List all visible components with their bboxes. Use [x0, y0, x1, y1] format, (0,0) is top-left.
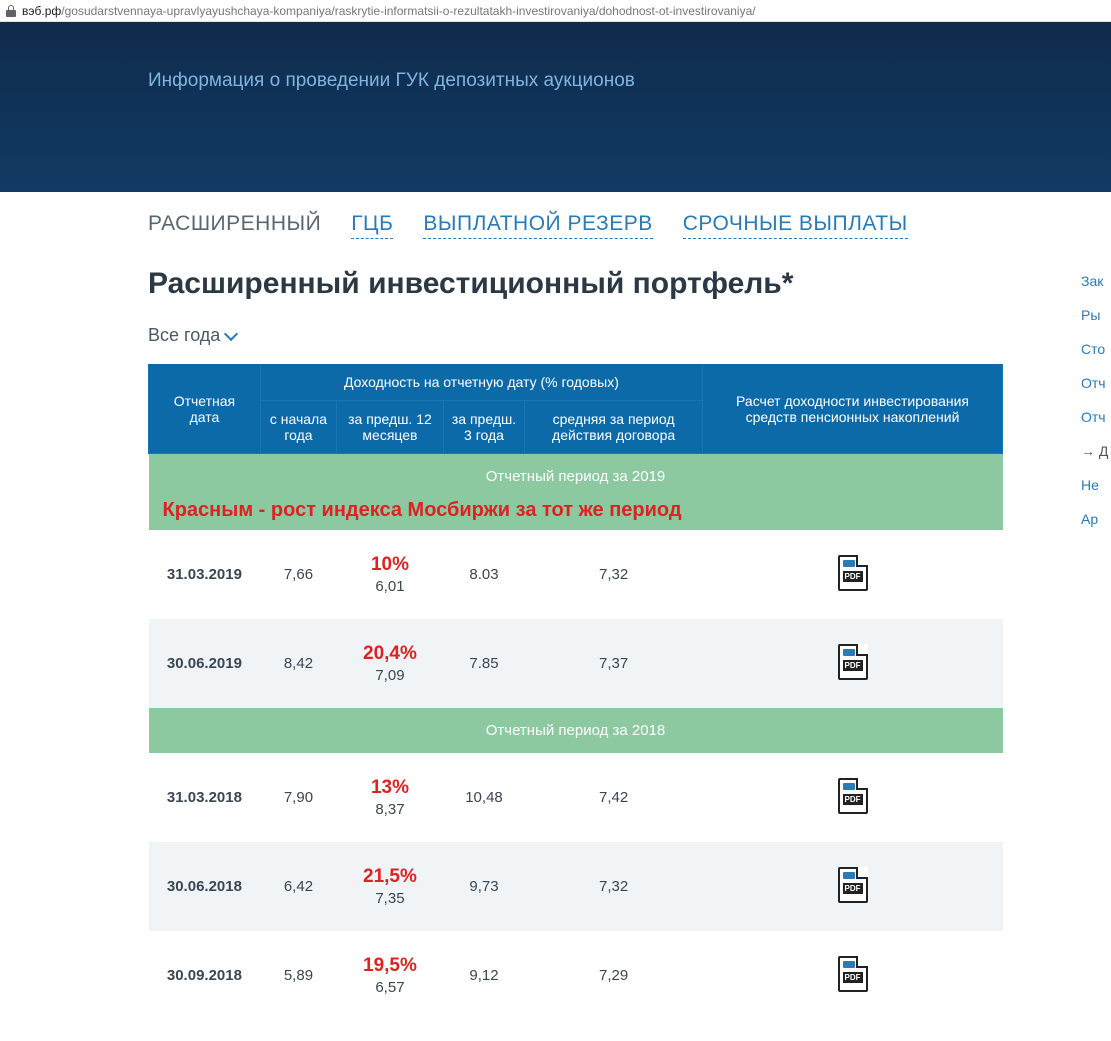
period-title: Отчетный период за 2019	[149, 454, 1003, 500]
cell-pdf	[703, 842, 1003, 931]
cell-avg: 7,42	[525, 753, 703, 842]
pdf-download-icon[interactable]	[838, 778, 868, 814]
table-row: 31.03.20197,6610%6,018.037,32	[149, 530, 1003, 619]
red-annotation: 19,5%	[345, 955, 436, 977]
hero-banner: Информация о проведении ГУК депозитных а…	[0, 22, 1111, 192]
side-nav: ЗакРыСтоОтчОтч→ ДНеАр	[1081, 264, 1111, 536]
cell-pdf	[703, 619, 1003, 708]
th-avg: средняя за период действия договора	[525, 401, 703, 454]
tab-0[interactable]: РАСШИРЕННЫЙ	[148, 212, 321, 239]
portfolio-tabs: РАСШИРЕННЫЙ ГЦБ ВЫПЛАТНОЙ РЕЗЕРВ СРОЧНЫЕ ВЫ…	[148, 212, 1000, 239]
yield-table: Отчетная дата Доходность на отчетную дат…	[148, 364, 1003, 1020]
cell-avg: 7,32	[525, 842, 703, 931]
cell-date: 31.03.2019	[149, 530, 261, 619]
cell-3y: 9,73	[443, 842, 524, 931]
tab-1[interactable]: ГЦБ	[351, 212, 393, 239]
table-row: 30.09.20185,8919,5%6,579,127,29	[149, 931, 1003, 1020]
cell-12m: 21,5%7,35	[337, 842, 444, 931]
cell-12m: 13%8,37	[337, 753, 444, 842]
sidenav-item-5[interactable]: → Д	[1081, 434, 1111, 468]
chevron-down-icon	[224, 326, 238, 340]
sidenav-item-3[interactable]: Отч	[1081, 366, 1111, 400]
period-header-row: Отчетный период за 2019	[149, 454, 1003, 500]
cell-pdf	[703, 530, 1003, 619]
pdf-download-icon[interactable]	[838, 555, 868, 591]
cell-12m: 19,5%6,57	[337, 931, 444, 1020]
sidenav-item-6[interactable]: Не	[1081, 468, 1111, 502]
cell-date: 31.03.2018	[149, 753, 261, 842]
tab-2[interactable]: ВЫПЛАТНОЙ РЕЗЕРВ	[423, 212, 652, 239]
cell-pdf	[703, 753, 1003, 842]
period-header-row: Отчетный период за 2018	[149, 708, 1003, 753]
cell-12m: 20,4%7,09	[337, 619, 444, 708]
cell-avg: 7,37	[525, 619, 703, 708]
lock-icon	[6, 5, 16, 17]
cell-date: 30.06.2018	[149, 842, 261, 931]
cell-avg: 7,32	[525, 530, 703, 619]
year-filter-label: Все года	[148, 325, 220, 346]
sidenav-item-4[interactable]: Отч	[1081, 400, 1111, 434]
cell-12m: 10%6,01	[337, 530, 444, 619]
cell-ytd: 7,90	[260, 753, 336, 842]
cell-ytd: 8,42	[260, 619, 336, 708]
table-row: 31.03.20187,9013%8,3710,487,42	[149, 753, 1003, 842]
cell-3y: 8.03	[443, 530, 524, 619]
red-annotation: 13%	[345, 777, 436, 799]
annotation-text: Красным - рост индекса Мосбиржи за тот ж…	[149, 499, 1003, 530]
hero-title: Информация о проведении ГУК депозитных а…	[148, 70, 1111, 92]
tab-3[interactable]: СРОЧНЫЕ ВЫПЛАТЫ	[683, 212, 908, 239]
red-annotation: 10%	[345, 554, 436, 576]
pdf-download-icon[interactable]	[838, 867, 868, 903]
cell-3y: 9,12	[443, 931, 524, 1020]
th-12m: за предш. 12 месяцев	[337, 401, 444, 454]
th-ytd: с начала года	[260, 401, 336, 454]
th-calc: Расчет доходности инвестирования средств…	[703, 364, 1003, 454]
th-yield-group: Доходность на отчетную дату (% годовых)	[260, 364, 702, 401]
main-content: РАСШИРЕННЫЙ ГЦБ ВЫПЛАТНОЙ РЕЗЕРВ СРОЧНЫЕ ВЫ…	[0, 192, 1000, 1020]
table-row: 30.06.20186,4221,5%7,359,737,32	[149, 842, 1003, 931]
sidenav-item-2[interactable]: Сто	[1081, 332, 1111, 366]
cell-date: 30.06.2019	[149, 619, 261, 708]
page-title: Расширенный инвестиционный портфель*	[148, 267, 1000, 301]
sidenav-item-0[interactable]: Зак	[1081, 264, 1111, 298]
th-3y: за предш. 3 года	[443, 401, 524, 454]
cell-date: 30.09.2018	[149, 931, 261, 1020]
th-date: Отчетная дата	[149, 364, 261, 454]
period-title: Отчетный период за 2018	[149, 708, 1003, 753]
year-filter-dropdown[interactable]: Все года	[148, 325, 236, 346]
annotation-row: Красным - рост индекса Мосбиржи за тот ж…	[149, 499, 1003, 530]
sidenav-item-1[interactable]: Ры	[1081, 298, 1111, 332]
table-header: Отчетная дата Доходность на отчетную дат…	[149, 364, 1003, 454]
cell-ytd: 6,42	[260, 842, 336, 931]
pdf-download-icon[interactable]	[838, 644, 868, 680]
cell-3y: 7.85	[443, 619, 524, 708]
url-domain: вэб.рф	[22, 4, 61, 18]
pdf-download-icon[interactable]	[838, 956, 868, 992]
browser-url-bar: вэб.рф/gosudarstvennaya-upravlyayushchay…	[0, 0, 1111, 22]
red-annotation: 20,4%	[345, 643, 436, 665]
url-path: /gosudarstvennaya-upravlyayushchaya-komp…	[61, 4, 755, 18]
cell-avg: 7,29	[525, 931, 703, 1020]
sidenav-item-7[interactable]: Ар	[1081, 502, 1111, 536]
cell-pdf	[703, 931, 1003, 1020]
table-row: 30.06.20198,4220,4%7,097.857,37	[149, 619, 1003, 708]
cell-3y: 10,48	[443, 753, 524, 842]
cell-ytd: 7,66	[260, 530, 336, 619]
red-annotation: 21,5%	[345, 866, 436, 888]
cell-ytd: 5,89	[260, 931, 336, 1020]
